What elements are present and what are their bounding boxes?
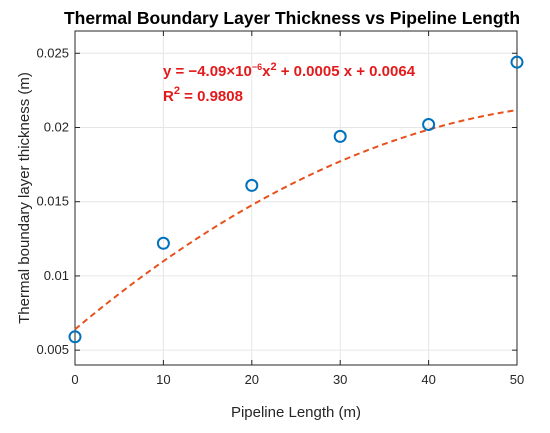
y-tick-label: 0.01 (44, 268, 69, 283)
x-tick-label: 0 (71, 372, 78, 387)
r-squared-exponent: 2 (174, 85, 180, 97)
x-tick-label: 20 (245, 372, 259, 387)
fit-equation: y = −4.09×10−6x2 + 0.0005 x + 0.0064 (163, 61, 416, 80)
data-point (333, 129, 347, 143)
x-tick-label: 50 (510, 372, 524, 387)
y-tick-label: 0.02 (44, 119, 69, 134)
fit-curve (74, 109, 518, 331)
fit-equation-rest: + 0.0005 x + 0.0064 (277, 63, 416, 80)
y-tick-label: 0.025 (36, 45, 69, 60)
fit-equation-x: x (262, 63, 271, 80)
r-squared-annotation: R2 = 0.9808 (163, 85, 243, 105)
fit-equation-prefix: y = (163, 63, 188, 80)
axis-tick-labels: 0 10 20 30 40 50 0.005 0.01 0.015 0.02 0.025 (36, 45, 524, 387)
x-tick-label: 40 (421, 372, 435, 387)
axis-ticks (74, 31, 518, 365)
x-tick-label: 10 (156, 372, 170, 387)
data-point (68, 330, 82, 344)
fit-equation-coef-exponent: −6 (252, 62, 262, 72)
r-squared-value: = 0.9808 (180, 88, 243, 105)
data-point (510, 55, 524, 69)
x-tick-label: 30 (333, 372, 347, 387)
data-markers (68, 55, 524, 344)
data-point (245, 178, 259, 192)
fit-equation-coef: −4.09×10 (188, 63, 251, 80)
data-point (422, 118, 436, 132)
y-axis-label: Thermal boundary layer thickness (m) (16, 72, 33, 324)
y-tick-label: 0.015 (36, 194, 69, 209)
fit-equation-x-exponent: 2 (270, 61, 276, 73)
y-tick-label: 0.005 (36, 342, 69, 357)
x-axis-label: Pipeline Length (m) (231, 404, 361, 421)
chart-title: Thermal Boundary Layer Thickness vs Pipe… (64, 8, 520, 28)
grid-lines (74, 31, 518, 365)
plot-area-frame (74, 30, 518, 366)
r-squared-label: R (163, 88, 174, 105)
data-point (156, 236, 170, 250)
